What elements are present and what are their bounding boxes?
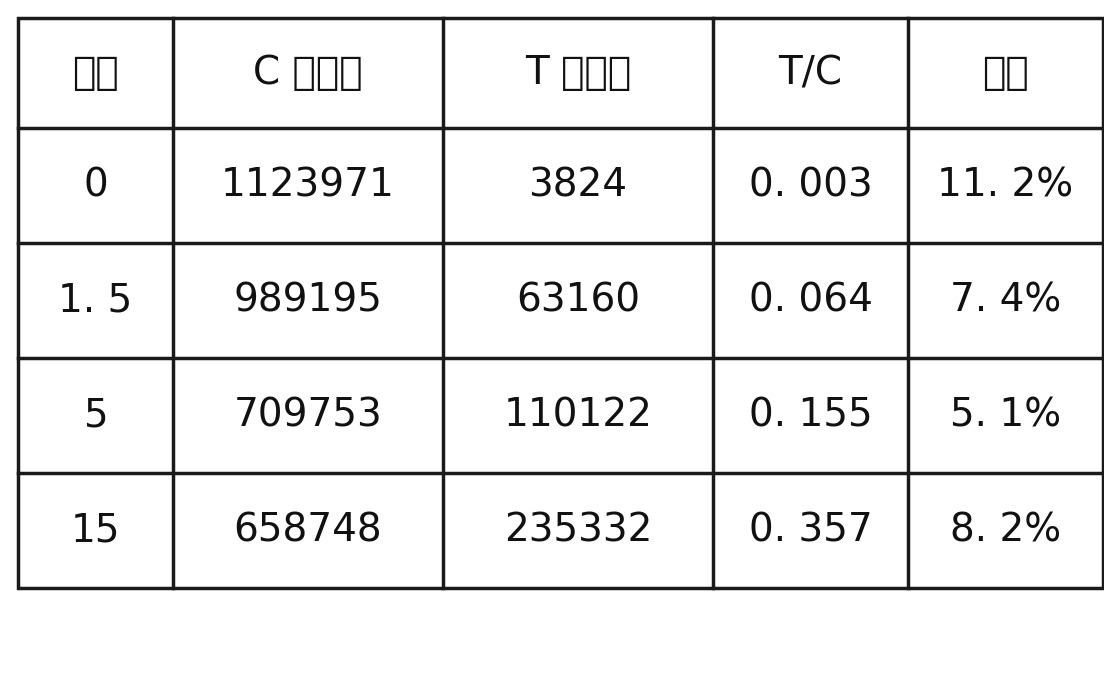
Text: 235332: 235332 <box>503 512 652 550</box>
Bar <box>18 18 1103 588</box>
Text: 0: 0 <box>83 167 108 204</box>
Text: C 线荧光: C 线荧光 <box>253 54 363 92</box>
Text: 3824: 3824 <box>529 167 627 204</box>
Text: T 线荧光: T 线荧光 <box>524 54 631 92</box>
Text: 110122: 110122 <box>503 397 652 434</box>
Text: 浓度: 浓度 <box>72 54 119 92</box>
Text: 15: 15 <box>71 512 120 550</box>
Text: 63160: 63160 <box>516 281 640 320</box>
Text: 5: 5 <box>83 397 108 434</box>
Text: 11. 2%: 11. 2% <box>937 167 1073 204</box>
Text: 偏差: 偏差 <box>983 54 1029 92</box>
Text: 0. 003: 0. 003 <box>749 167 872 204</box>
Text: 989195: 989195 <box>234 281 382 320</box>
Text: 0. 357: 0. 357 <box>749 512 872 550</box>
Text: T/C: T/C <box>778 54 842 92</box>
Text: 7. 4%: 7. 4% <box>949 281 1061 320</box>
Text: 1123971: 1123971 <box>221 167 395 204</box>
Text: 0. 064: 0. 064 <box>749 281 872 320</box>
Text: 0. 155: 0. 155 <box>749 397 872 434</box>
Text: 709753: 709753 <box>234 397 382 434</box>
Text: 8. 2%: 8. 2% <box>949 512 1061 550</box>
Text: 5. 1%: 5. 1% <box>949 397 1061 434</box>
Text: 658748: 658748 <box>234 512 382 550</box>
Text: 1. 5: 1. 5 <box>59 281 132 320</box>
